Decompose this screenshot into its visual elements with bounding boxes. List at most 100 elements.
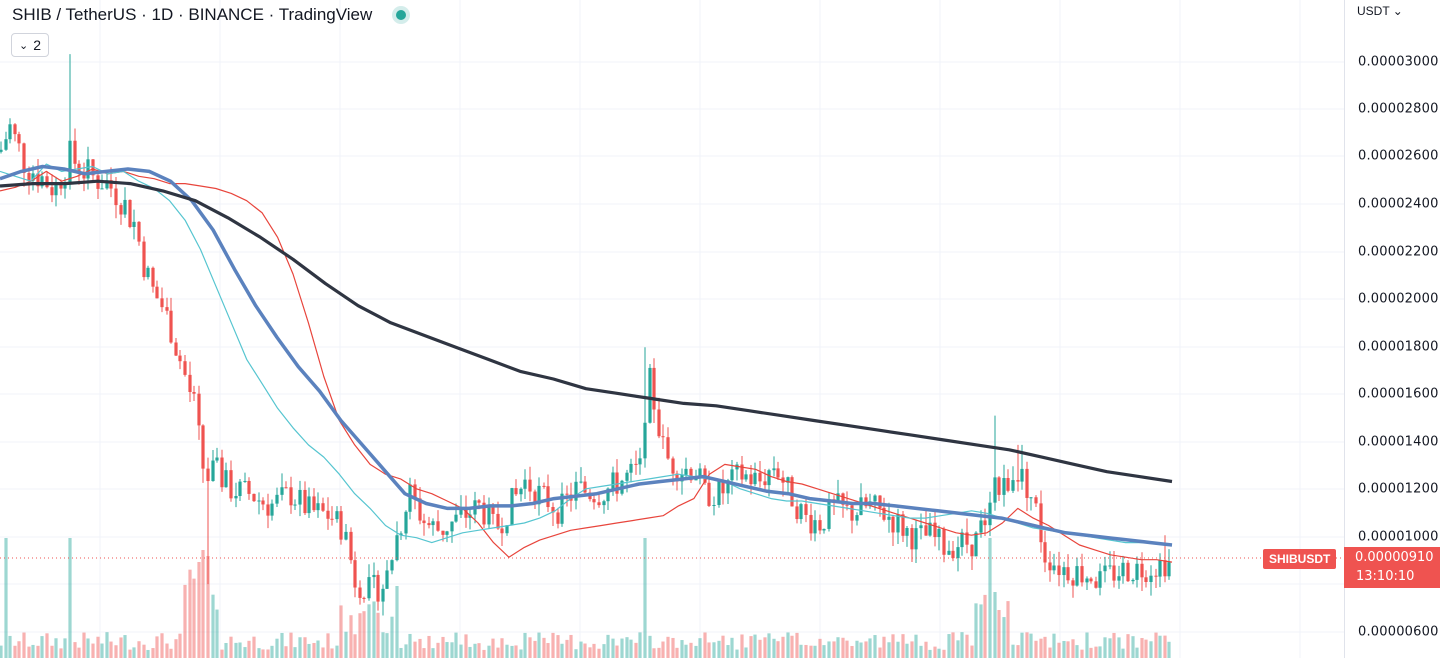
candle-body <box>1048 562 1052 571</box>
candle-body <box>661 436 665 438</box>
volume-bar <box>1144 639 1148 658</box>
volume-bar <box>321 647 325 658</box>
volume-bar <box>689 642 693 658</box>
indicators-toggle-button[interactable]: ⌄ 2 <box>11 33 50 57</box>
candle-body <box>758 472 762 482</box>
volume-bar <box>1094 646 1098 658</box>
candle-body <box>790 477 794 507</box>
candle-body <box>17 134 21 144</box>
candle-body <box>220 457 224 488</box>
candle-body <box>648 367 652 423</box>
volume-bar <box>910 641 914 658</box>
candle-body <box>763 481 767 486</box>
volume-bar <box>703 632 707 658</box>
candle-body <box>132 221 136 227</box>
volume-bar <box>698 638 702 658</box>
candle-body <box>712 505 716 507</box>
price-tick: 0.00001800 <box>1358 339 1439 355</box>
candlestick-chart[interactable] <box>0 0 1344 658</box>
candle-body <box>252 493 256 502</box>
volume-bar <box>238 642 242 658</box>
volume-bar <box>491 638 495 658</box>
volume-bar <box>1098 646 1102 658</box>
volume-bar <box>123 635 127 658</box>
candle-body <box>597 502 601 506</box>
price-tick: 0.00003000 <box>1358 54 1439 70</box>
volume-bar <box>197 562 201 658</box>
volume-bar <box>109 641 113 658</box>
candle-body <box>4 139 8 150</box>
candle-body <box>155 286 159 299</box>
volume-bar <box>749 636 753 658</box>
volume-bar <box>974 603 978 658</box>
currency-selector[interactable]: USDT ⌄ <box>1357 4 1403 18</box>
volume-bar <box>326 633 330 658</box>
candle-body <box>592 499 596 503</box>
candle-body <box>137 221 141 242</box>
candle-body <box>855 515 859 521</box>
volume-bar <box>928 649 932 658</box>
volume-bar <box>59 648 63 658</box>
candle-body <box>358 587 362 598</box>
volume-bar <box>730 637 734 658</box>
volume-bar <box>261 649 265 658</box>
candle-body <box>652 367 656 410</box>
volume-bar <box>873 635 877 658</box>
volume-bar <box>579 641 583 658</box>
volume-bar <box>822 645 826 658</box>
ma-long-line <box>0 179 1173 484</box>
volume-bar <box>1108 638 1112 658</box>
volume-bar <box>1085 632 1089 658</box>
candle-body <box>1016 480 1020 482</box>
volume-bar <box>137 641 141 658</box>
volume-bar <box>280 632 284 658</box>
candle-body <box>436 521 440 531</box>
volume-bar <box>293 647 297 658</box>
candle-body <box>109 180 113 189</box>
candle-body <box>951 550 955 559</box>
volume-bar <box>956 640 960 658</box>
price-tick: 0.00001600 <box>1358 386 1439 402</box>
candle-body <box>330 518 334 520</box>
candle-body <box>385 570 389 589</box>
candle-body <box>422 520 426 524</box>
volume-bar <box>993 592 997 658</box>
volume-bar <box>362 611 366 658</box>
price-tick: 0.00001200 <box>1358 481 1439 497</box>
volume-bar <box>1112 632 1116 658</box>
price-tick: 0.00002200 <box>1358 244 1439 260</box>
candle-body <box>891 516 895 533</box>
volume-bar <box>201 550 205 658</box>
volume-bar <box>560 643 564 658</box>
candle-body <box>188 374 192 393</box>
candle-body <box>1080 566 1084 583</box>
volume-bar <box>1158 635 1162 658</box>
candle-body <box>1011 480 1015 491</box>
volume-bar <box>500 638 504 658</box>
candle-body <box>31 173 35 181</box>
candle-body <box>924 525 928 536</box>
candle-body <box>100 188 104 190</box>
candle-body <box>1163 560 1167 577</box>
candle-body <box>942 528 946 555</box>
volume-bar <box>537 632 541 658</box>
volume-bar <box>776 641 780 658</box>
volume-bar <box>215 609 219 658</box>
candle-body <box>477 500 481 503</box>
symbol-price-label: SHIBUSDT <box>1263 549 1337 569</box>
candle-body <box>730 469 734 481</box>
volume-bar <box>1039 638 1043 658</box>
volume-bar <box>933 646 937 658</box>
volume-bar <box>602 644 606 658</box>
volume-bar <box>243 647 247 658</box>
candle-body <box>8 124 12 140</box>
candle-body <box>27 173 31 181</box>
candle-body <box>40 176 44 187</box>
candle-body <box>928 522 932 536</box>
volume-bar <box>763 637 767 658</box>
volume-bar <box>1089 647 1093 658</box>
last-price-marker: 0.00000910 13:10:10 <box>1344 547 1440 588</box>
candle-body <box>878 495 882 508</box>
volume-bar <box>588 647 592 658</box>
volume-bar <box>1011 644 1015 658</box>
